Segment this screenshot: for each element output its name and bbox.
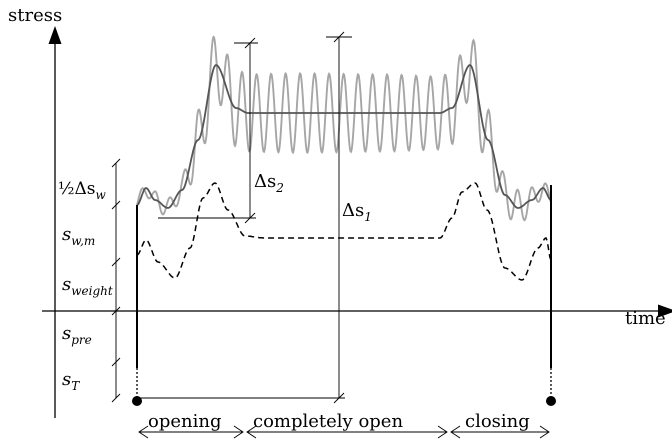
label-delta-s1: Δs1 [342, 200, 372, 224]
phase-arrows [138, 425, 550, 439]
weight-stress-curve [136, 182, 552, 281]
label-half-delta-sw: ½Δsw [58, 179, 106, 202]
right-end-dot [546, 396, 556, 406]
delta-s1-tick-top [333, 31, 345, 43]
label-s-t: sT [62, 369, 80, 393]
label-s-wm: sw,m [62, 224, 95, 248]
phase-opening-label: opening [148, 411, 221, 432]
label-s-weight: sweight [62, 274, 113, 298]
mean-stress-curve [136, 63, 552, 209]
delta-s2-tick-top [244, 37, 256, 49]
dimension-ticks-left [111, 158, 121, 403]
delta-s1-tick-bottom [333, 392, 345, 404]
oscillating-stress-curve [136, 35, 552, 222]
y-axis-label: stress [8, 5, 62, 26]
label-s-pre: spre [62, 323, 92, 347]
phase-completely-open-label: completely open [253, 411, 403, 432]
y-axis-arrow [48, 26, 62, 44]
x-axis-arrow [658, 304, 672, 318]
label-delta-s2: Δs2 [254, 171, 284, 195]
phase-closing-label: closing [465, 411, 530, 432]
delta-s2-tick-bottom [244, 212, 256, 224]
x-axis-label: time [625, 308, 666, 329]
left-end-dot [132, 396, 142, 406]
